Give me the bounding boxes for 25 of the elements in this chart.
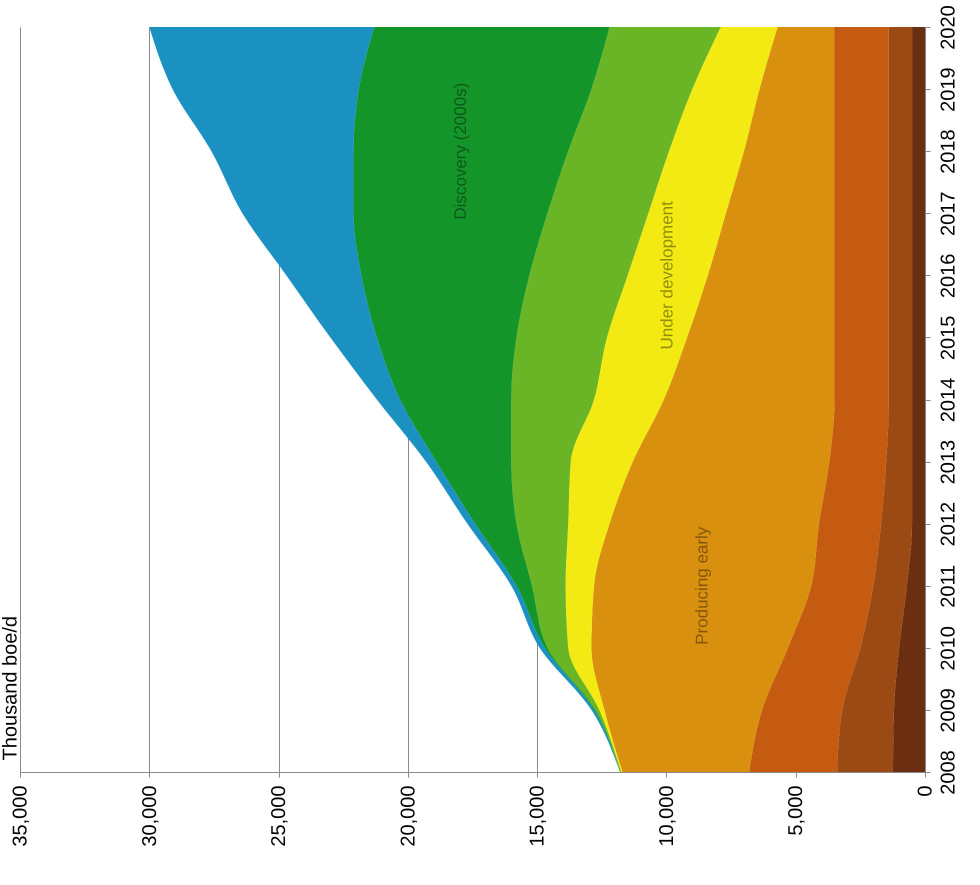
text: Thousand boe/d: [0, 616, 22, 760]
y-tick-label: 2014: [938, 378, 960, 422]
y-tick-label: 2020: [938, 5, 960, 50]
y-tick-label: 2019: [938, 67, 960, 112]
y-tick-label: 2008: [938, 750, 960, 795]
x-tick-label: 15,000: [526, 786, 549, 847]
y-tick-label: 2009: [938, 688, 960, 733]
y-tick-label: 2015: [938, 316, 960, 360]
x-tick-label: 30,000: [138, 786, 161, 847]
y-tick-label: 2017: [938, 192, 960, 236]
x-tick-label: 10,000: [656, 786, 678, 847]
x-tick-label: 5,000: [785, 786, 808, 836]
x-tick-label: 35,000: [10, 786, 32, 847]
y-tick-label: 2011: [938, 564, 960, 608]
y-tick-label: 2013: [938, 440, 960, 484]
y-tick-label: 2012: [938, 502, 960, 546]
series-label: Discovery (2000s): [450, 82, 470, 220]
y-tick-label: 2016: [938, 254, 960, 298]
x-tick-label: 20,000: [397, 786, 420, 847]
series-label: Producing early: [692, 526, 712, 645]
x-tick-label: 0: [914, 786, 936, 797]
series-label: Under development: [658, 200, 677, 350]
y-tick-label: 2018: [938, 129, 960, 174]
x-tick-label: 25,000: [268, 786, 290, 847]
y-tick-label: 2010: [938, 626, 960, 671]
